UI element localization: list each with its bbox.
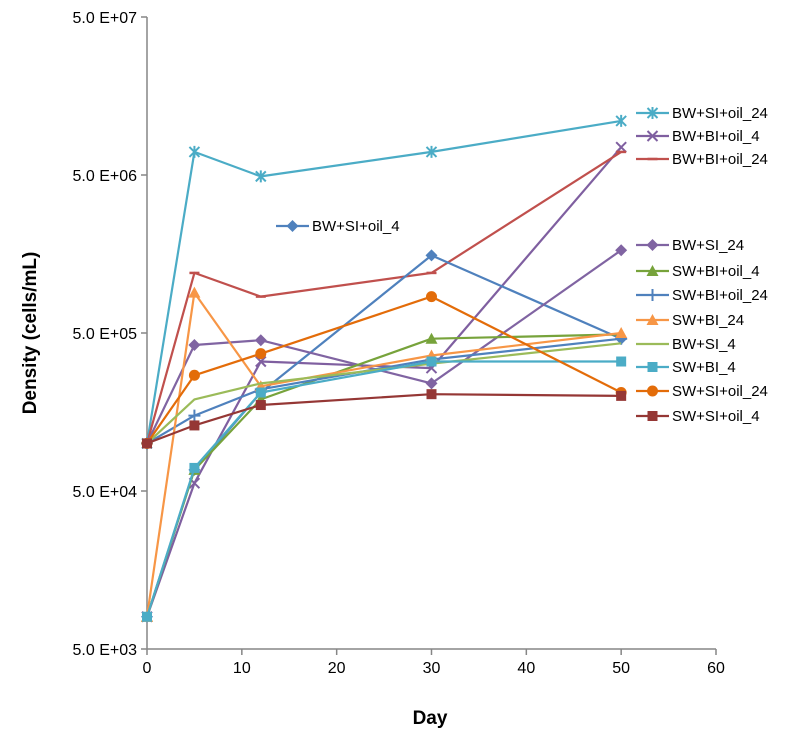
series-line [145,291,622,617]
data-point [425,145,438,158]
y-tick-label: 5.0 E+04 [73,484,138,501]
data-point [188,409,201,422]
legend-swatch-marker [646,265,659,276]
data-point [255,355,267,368]
data-point [616,390,627,401]
data-point [255,400,266,411]
data-point [615,114,627,127]
series-line [146,393,622,445]
legend-swatch-marker [647,362,658,372]
data-point [255,170,267,183]
x-axis-title: Day [413,708,448,729]
legend-label: SW+BI_4 [672,359,736,376]
legend-swatch-marker [646,314,659,325]
legend-label: SW+SI+oil_24 [672,383,768,400]
x-tick-label: 0 [143,660,152,677]
legend-item: BW+SI_24 [636,237,744,254]
data-point [189,462,200,473]
legend-label: BW+SI_4 [672,336,736,353]
data-point [616,356,627,367]
data-point [142,438,152,449]
series-line [145,333,622,618]
legend-swatch-marker [646,130,659,142]
y-tick-label: 5.0 E+05 [73,326,138,343]
data-point [188,145,201,158]
data-point [615,141,627,153]
y-tick-label: 5.0 E+03 [73,642,138,659]
data-point [425,249,438,262]
data-point [188,338,201,351]
legend-item: SW+BI_4 [636,359,736,376]
legend-item: SW+BI_24 [636,312,744,329]
series-BW+SI+oil_24 [141,114,627,450]
data-point [255,387,266,398]
y-axis-title: Density (cells/mL) [20,252,41,415]
series-BW+SI+oil_4 [141,249,628,623]
data-point [615,244,628,257]
legend-label: SW+BI_24 [672,312,744,329]
series-line [146,342,622,445]
data-point [615,327,628,338]
series-BW+SI_24 [141,244,628,450]
data-point [188,369,200,381]
legend-label: SW+BI+oil_4 [672,263,760,280]
legend-swatch-marker [646,107,659,119]
x-tick-label: 10 [233,660,251,677]
legend-label: BW+SI+oil_24 [672,105,768,122]
data-point [426,356,437,367]
legend-swatch-marker [286,220,299,232]
legend-swatch-marker [647,411,658,421]
data-point [142,611,152,622]
legend-item: BW+SI+oil_24 [636,105,768,122]
legend-label: SW+SI+oil_4 [672,408,760,425]
legend-label: SW+BI+oil_24 [672,287,768,304]
legend-label: BW+BI+oil_4 [672,128,760,145]
x-tick-label: 40 [517,660,535,677]
data-point [425,332,438,344]
legend-item: SW+SI+oil_4 [636,408,760,425]
y-tick-label: 5.0 E+07 [73,10,138,27]
x-tick-label: 30 [423,660,441,677]
x-tick-label: 50 [612,660,630,677]
legend-label: BW+SI+oil_4 [312,218,400,235]
legend-item: BW+BI+oil_4 [636,128,760,145]
series-SW+BI_4 [142,356,627,622]
legend-item: SW+SI+oil_24 [636,383,768,400]
data-point [188,286,201,298]
legend: BW+SI+oil_24 BW+BI+oil_4 BW+BI+oil_24 BW+SI… [276,105,768,425]
legend-swatch-marker [646,289,659,301]
x-tick-label: 60 [707,660,725,677]
legend-item: BW+SI_4 [636,336,736,353]
series-SW+SI+oil_4 [142,389,627,449]
data-point [425,377,438,390]
series-line [145,150,622,444]
legend-item: BW+SI+oil_4 [276,218,400,235]
series-BW+SI_4 [146,342,622,445]
x-tick-label: 20 [328,660,346,677]
series-layer [141,114,628,623]
data-point [426,389,437,400]
data-point [255,348,267,360]
series-BW+BI+oil_4 [141,141,627,623]
legend-item: BW+BI+oil_24 [636,151,768,168]
legend-item: SW+BI+oil_24 [636,287,768,304]
legend-swatch-marker [647,385,658,397]
legend-label: BW+BI+oil_24 [672,151,768,168]
legend-swatch-marker [646,239,659,251]
legend-item: SW+BI+oil_4 [636,263,760,280]
data-point [426,291,437,303]
legend-label: BW+SI_24 [672,237,744,254]
data-point [189,420,200,431]
series-line [145,254,622,618]
y-ticks: 5.0 E+03 5.0 E+04 5.0 E+05 5.0 E+06 5.0 E+07 [73,10,147,659]
x-ticks: 0 10 20 30 40 50 60 [143,649,725,677]
series-line [145,360,622,618]
y-tick-label: 5.0 E+06 [73,168,138,185]
data-point [254,334,267,347]
